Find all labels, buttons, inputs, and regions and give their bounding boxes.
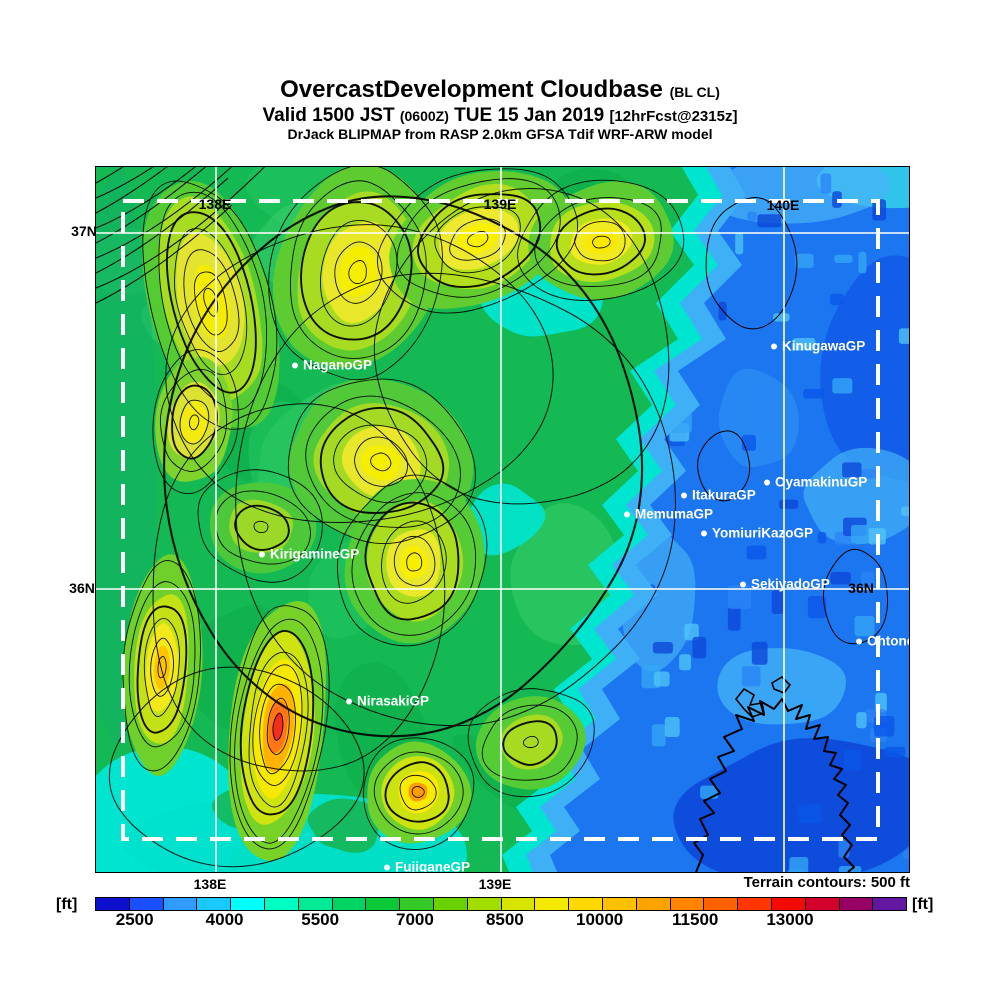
site-marker-icon <box>624 511 630 517</box>
site-marker-icon <box>740 581 746 587</box>
page-title: OvercastDevelopment Cloudbase (BL CL) <box>0 76 1000 104</box>
site-label-YomiuriKazoGP: YomiuriKazoGP <box>701 526 813 541</box>
grid-label-36N: 36N <box>69 580 95 596</box>
site-label-KirigamineGP: KirigamineGP <box>259 547 359 562</box>
site-label-NaganoGP: NaganoGP <box>292 358 372 373</box>
site-marker-icon <box>346 698 352 704</box>
site-label-ItakuraGP: ItakuraGP <box>681 488 756 503</box>
colorbar-segment <box>601 898 636 910</box>
site-marker-icon <box>259 551 265 557</box>
colorbar-segment <box>263 898 298 910</box>
site-marker-icon <box>681 492 687 498</box>
colorbar-tick-4000: 4000 <box>205 910 244 929</box>
site-label-SekiyadoGP: SekiyadoGP <box>740 577 830 592</box>
terrain-map-art <box>96 167 909 872</box>
valid-time-jst: Valid 1500 JST <box>262 104 395 126</box>
forecast-cycle: [12hrFcst@2315z] <box>609 107 738 125</box>
grid-label-37N: 37N <box>71 223 97 239</box>
site-label-layer: NaganoGP KinugawaGP OyamakinuGP ItakuraGP Me… <box>96 167 909 872</box>
colorbar-tick-8500: 8500 <box>485 910 524 929</box>
site-name: YomiuriKazoGP <box>712 525 814 541</box>
site-label-KinugawaGP: KinugawaGP <box>771 339 865 354</box>
colorbar-segment <box>399 898 433 910</box>
colorbar-segment <box>703 898 738 910</box>
colorbar-segment <box>534 898 569 910</box>
colorbar-segment <box>297 898 332 910</box>
colorbar-segment <box>568 898 602 910</box>
colorbar-tick-13000: 13000 <box>766 910 814 929</box>
colorbar-segment <box>770 898 805 910</box>
site-label-MemumaGP: MemumaGP <box>624 507 713 522</box>
colorbar-segment <box>162 898 197 910</box>
site-name: MemumaGP <box>635 506 714 522</box>
site-marker-icon <box>701 530 707 536</box>
site-label-NirasakiGP: NirasakiGP <box>346 694 429 709</box>
site-marker-icon <box>771 343 777 349</box>
map-canvas[interactable]: NaganoGP KinugawaGP OyamakinuGP ItakuraGP Me… <box>95 166 910 873</box>
site-label-FujiganeGP: FujiganeGP <box>384 859 471 873</box>
site-name: SekiyadoGP <box>751 576 830 592</box>
colorbar-segment <box>365 898 400 910</box>
title-text: OvercastDevelopment Cloudbase <box>280 76 663 103</box>
colorbar-segment <box>804 898 839 910</box>
colorbar-segment <box>432 898 467 910</box>
colorbar-tick-11500: 11500 <box>672 910 719 929</box>
site-marker-icon <box>292 362 298 368</box>
colorbar-segment <box>230 898 264 910</box>
terrain-contour-note: Terrain contours: 500 ft <box>743 874 910 891</box>
colorbar-segment <box>196 898 231 910</box>
site-name: FujiganeGP <box>395 859 471 873</box>
site-name: KirigamineGP <box>270 546 360 562</box>
colorbar-segment <box>635 898 670 910</box>
colorbar-segment <box>838 898 873 910</box>
colorbar-segment <box>872 898 907 910</box>
site-name: KinugawaGP <box>782 338 866 354</box>
colorbar-segment <box>128 898 163 910</box>
site-name: NaganoGP <box>303 357 373 373</box>
site-name: ItakuraGP <box>692 487 756 503</box>
colorbar-tick-10000: 10000 <box>575 910 624 929</box>
colorbar-segment <box>500 898 535 910</box>
colorbar-ticks: 2500 4000 5500 7000 8500 10000 11500 13000 <box>95 910 905 934</box>
site-name: OhtoneGP <box>867 633 909 649</box>
title-parameter-code: (BL CL) <box>669 84 720 100</box>
colorbar <box>95 897 907 911</box>
site-name: OyamakinuGP <box>775 474 868 490</box>
colorbar-segment <box>96 898 129 910</box>
valid-date: TUE 15 Jan 2019 <box>454 104 605 126</box>
valid-line: Valid 1500 JST (0600Z) TUE 15 Jan 2019 [… <box>0 105 1000 127</box>
colorbar-unit-left: [ft] <box>56 896 78 913</box>
site-label-OyamakinuGP: OyamakinuGP <box>764 475 867 490</box>
colorbar-segment <box>331 898 366 910</box>
site-marker-icon <box>384 864 390 870</box>
model-line: DrJack BLIPMAP from RASP 2.0km GFSA Tdif… <box>287 126 713 143</box>
site-marker-icon <box>764 479 770 485</box>
figure-header: OvercastDevelopment Cloudbase (BL CL) Va… <box>0 76 1000 143</box>
grid-label-138E: 138E <box>193 876 227 892</box>
site-label-OhtoneGP: OhtoneGP <box>856 633 909 649</box>
colorbar-segment <box>466 898 501 910</box>
colorbar-tick-5500: 5500 <box>301 910 340 929</box>
colorbar-tick-7000: 7000 <box>396 910 434 929</box>
colorbar-segment <box>737 898 771 910</box>
site-marker-icon <box>856 638 862 644</box>
colorbar-unit-right: [ft] <box>912 896 934 913</box>
colorbar-tick-2500: 2500 <box>115 910 154 929</box>
valid-time-utc: (0600Z) <box>399 107 449 124</box>
site-name: NirasakiGP <box>357 693 430 709</box>
grid-label-139E: 139E <box>478 876 512 892</box>
colorbar-segment <box>669 898 704 910</box>
